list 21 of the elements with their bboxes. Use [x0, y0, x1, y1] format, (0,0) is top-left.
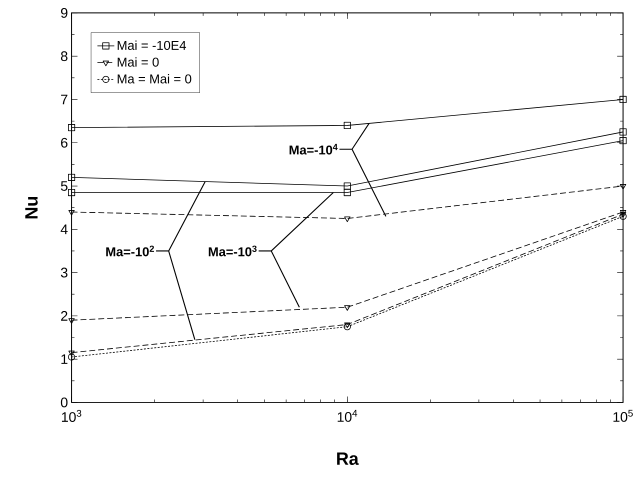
- annotation: Ma=-10$^{3}$: [208, 246, 257, 256]
- x-tick-label: 10$^{4}$: [338, 410, 358, 422]
- legend-label: Mai = -10E4: [118, 40, 186, 50]
- y-tick-label: 6: [61, 138, 68, 148]
- x-tick-label: 10$^{5}$: [613, 410, 633, 422]
- y-axis-title: Nu: [25, 196, 38, 218]
- y-tick-label: 0: [60, 398, 68, 408]
- x-axis-title: Ra: [337, 452, 359, 465]
- legend-label: Mai = 0: [118, 57, 159, 67]
- x-tick-label: 10$^{3}$: [62, 410, 82, 422]
- y-tick-label: 5: [60, 181, 68, 191]
- annotation: Ma=-10$^{4}$: [290, 144, 338, 155]
- y-tick-label: 4: [60, 224, 68, 234]
- y-tick-label: 1: [61, 354, 68, 364]
- legend-label: Ma = Mai = 0: [118, 74, 192, 84]
- y-tick-label: 8: [60, 51, 68, 62]
- y-tick-label: 9: [61, 8, 68, 18]
- y-tick-label: 2: [61, 311, 68, 321]
- y-tick-label: 3: [60, 268, 68, 278]
- annotation: Ma=-10$^{2}$: [106, 246, 154, 256]
- y-tick-label: 7: [61, 94, 68, 104]
